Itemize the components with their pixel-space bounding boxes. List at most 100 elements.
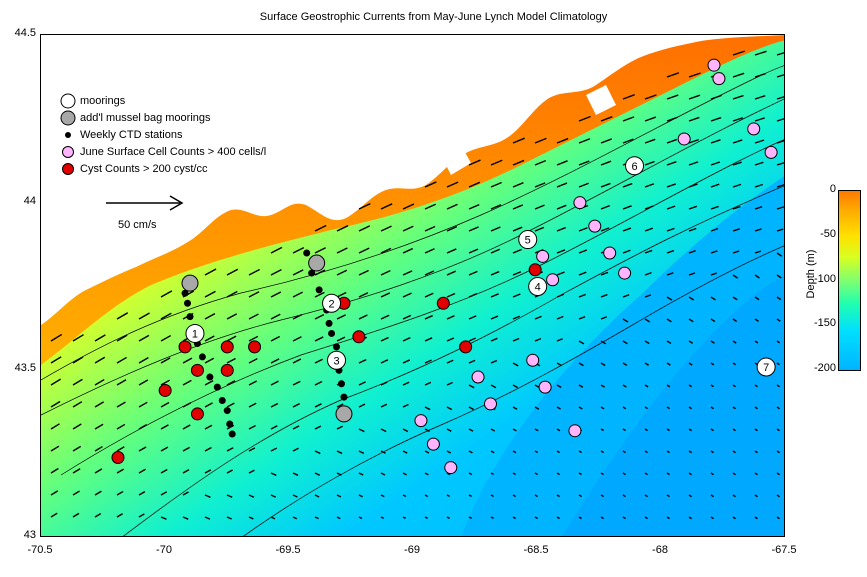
current-vector	[292, 246, 305, 254]
current-vector	[490, 337, 498, 342]
current-vector	[468, 315, 477, 320]
current-vector	[292, 380, 301, 386]
map-panel[interactable]: 1 2 3 4 5 6 7	[40, 34, 785, 537]
current-vector	[644, 183, 655, 188]
current-vector	[512, 516, 516, 520]
current-vector	[446, 472, 451, 476]
current-vector	[160, 312, 172, 320]
current-vector	[732, 139, 743, 144]
colorbar-tick-100: -100	[814, 273, 837, 285]
ctd-station	[328, 329, 336, 337]
current-vector	[754, 340, 759, 344]
ctd-station	[340, 393, 348, 401]
current-vector	[622, 182, 633, 188]
current-vector	[446, 270, 456, 276]
ctd-station	[303, 249, 311, 257]
current-vector	[358, 358, 367, 364]
current-vector	[50, 423, 60, 430]
current-vector	[72, 334, 84, 342]
ctd-station	[213, 383, 221, 391]
current-vector	[688, 72, 701, 78]
current-vector	[644, 384, 649, 388]
current-vector	[270, 246, 283, 254]
current-vector	[754, 472, 758, 476]
current-vector	[336, 450, 343, 455]
current-vector	[710, 428, 714, 432]
current-vector	[534, 494, 538, 498]
current-vector	[512, 450, 517, 454]
ctd-station	[184, 299, 192, 307]
current-vector	[380, 428, 387, 433]
current-vector	[622, 227, 632, 232]
current-vector	[50, 512, 58, 518]
current-vector	[490, 315, 499, 320]
cell-count-station	[546, 273, 560, 287]
current-vector	[600, 116, 613, 122]
current-vector	[468, 494, 472, 498]
current-vector	[578, 138, 591, 144]
current-vector	[754, 95, 766, 100]
colorbar-tick-50: -50	[820, 228, 836, 240]
current-vector	[358, 472, 364, 476]
current-vector	[116, 468, 125, 474]
current-vector	[138, 424, 148, 430]
current-vector	[138, 401, 148, 408]
current-vector	[248, 335, 259, 342]
current-vector	[512, 384, 518, 389]
current-vector	[248, 447, 256, 452]
mooring-label: 4	[535, 282, 541, 294]
current-vector	[270, 494, 276, 498]
current-vector	[556, 315, 564, 320]
current-vector	[688, 384, 692, 388]
cell-count-station	[588, 219, 602, 233]
current-vector	[358, 403, 366, 408]
legend-item-moorings: moorings	[60, 92, 266, 109]
current-vector	[600, 182, 611, 188]
current-vector	[380, 494, 385, 498]
current-vector	[688, 472, 692, 476]
current-vector	[710, 296, 716, 301]
current-vector	[732, 494, 736, 498]
current-vector	[490, 226, 501, 232]
current-vector	[600, 428, 604, 432]
current-vector	[248, 313, 259, 320]
current-vector	[94, 512, 102, 518]
current-vector	[512, 315, 521, 320]
current-vector	[358, 269, 369, 276]
current-vector	[292, 336, 302, 342]
current-vector	[578, 362, 584, 367]
ctd-station	[315, 286, 323, 294]
current-vector	[688, 406, 692, 410]
current-vector	[666, 72, 680, 78]
current-vector	[578, 516, 582, 520]
current-vector	[512, 337, 520, 342]
cyst-count-station	[158, 383, 172, 397]
current-vector	[666, 406, 670, 410]
mooring-marker	[528, 277, 548, 296]
current-vector	[666, 205, 676, 210]
current-vector	[226, 402, 235, 408]
legend-label-cells: June Surface Cell Counts > 400 cells/l	[80, 145, 267, 158]
mooring-4: 4	[528, 277, 548, 296]
current-vector	[512, 137, 525, 144]
current-vector	[710, 205, 719, 210]
current-vector	[710, 450, 714, 454]
current-vector	[534, 137, 547, 144]
current-vector	[358, 450, 365, 454]
current-vector	[534, 315, 542, 320]
current-vector	[600, 362, 606, 367]
current-vector	[644, 160, 655, 166]
current-vector	[600, 384, 605, 388]
mooring-5: 5	[518, 230, 538, 250]
mooring-marker	[327, 350, 347, 370]
current-vector	[666, 272, 674, 276]
current-vector	[380, 450, 386, 454]
current-vector	[292, 494, 298, 498]
current-vector	[578, 406, 583, 410]
cell-count-station	[573, 196, 587, 210]
y-tick-43: 43	[23, 529, 36, 541]
current-vector	[292, 403, 301, 408]
current-vector	[578, 249, 588, 254]
current-vector	[776, 96, 784, 100]
current-vector	[600, 293, 608, 298]
